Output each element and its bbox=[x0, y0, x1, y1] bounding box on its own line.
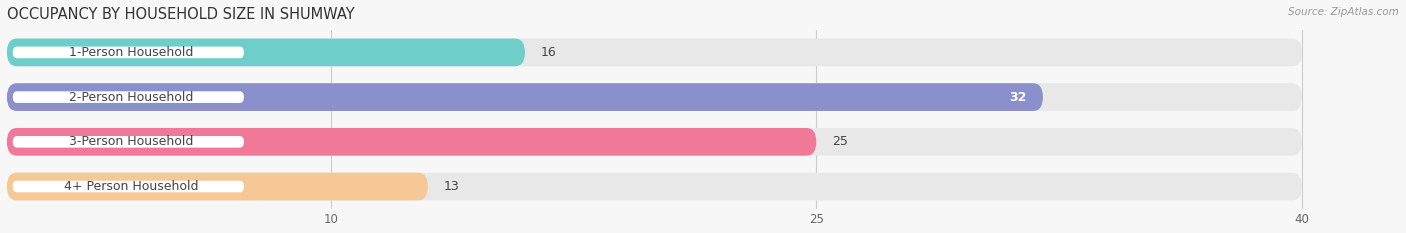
Text: 16: 16 bbox=[541, 46, 557, 59]
FancyBboxPatch shape bbox=[7, 128, 1302, 156]
Text: 1-Person Household: 1-Person Household bbox=[69, 46, 194, 59]
FancyBboxPatch shape bbox=[13, 181, 243, 192]
Text: 13: 13 bbox=[444, 180, 460, 193]
FancyBboxPatch shape bbox=[7, 173, 1302, 200]
FancyBboxPatch shape bbox=[7, 128, 817, 156]
Text: 25: 25 bbox=[832, 135, 848, 148]
FancyBboxPatch shape bbox=[7, 173, 427, 200]
Text: 32: 32 bbox=[1010, 91, 1026, 104]
Text: 4+ Person Household: 4+ Person Household bbox=[65, 180, 198, 193]
Text: 2-Person Household: 2-Person Household bbox=[69, 91, 194, 104]
FancyBboxPatch shape bbox=[13, 47, 243, 58]
FancyBboxPatch shape bbox=[7, 83, 1302, 111]
FancyBboxPatch shape bbox=[7, 83, 1043, 111]
FancyBboxPatch shape bbox=[13, 136, 243, 148]
Text: 3-Person Household: 3-Person Household bbox=[69, 135, 194, 148]
FancyBboxPatch shape bbox=[7, 38, 1302, 66]
Text: Source: ZipAtlas.com: Source: ZipAtlas.com bbox=[1288, 7, 1399, 17]
FancyBboxPatch shape bbox=[7, 38, 524, 66]
Text: OCCUPANCY BY HOUSEHOLD SIZE IN SHUMWAY: OCCUPANCY BY HOUSEHOLD SIZE IN SHUMWAY bbox=[7, 7, 354, 22]
FancyBboxPatch shape bbox=[13, 91, 243, 103]
